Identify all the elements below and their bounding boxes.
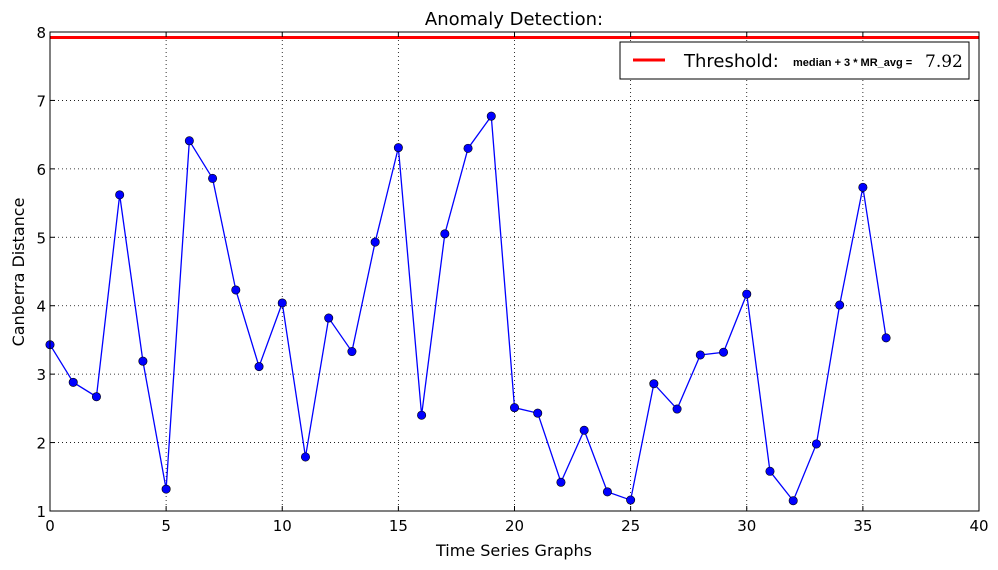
legend-threshold-formula: median + 3 * MR_avg = xyxy=(793,57,912,69)
x-tick-label: 25 xyxy=(621,517,640,535)
data-point xyxy=(556,477,566,487)
data-point xyxy=(765,466,775,476)
y-tick-label: 1 xyxy=(36,503,46,521)
data-point xyxy=(649,379,659,389)
data-point xyxy=(486,111,496,121)
y-axis: 1 2 3 4 5 6 7 8 xyxy=(36,24,979,521)
data-point xyxy=(626,495,636,505)
series-layer xyxy=(45,111,891,506)
data-point xyxy=(393,143,403,153)
data-point xyxy=(602,487,612,497)
data-point xyxy=(811,439,821,449)
data-point xyxy=(417,410,427,420)
x-tick-label: 40 xyxy=(969,517,988,535)
grid xyxy=(49,31,980,512)
legend-threshold-value: 7.92 xyxy=(925,52,963,72)
legend-threshold-label: Threshold: xyxy=(683,51,779,72)
plot-frame xyxy=(49,31,980,512)
y-tick-label: 2 xyxy=(36,435,46,453)
y-axis-title: Canberra Distance xyxy=(9,198,28,347)
x-tick-label: 15 xyxy=(389,517,408,535)
y-tick-label: 4 xyxy=(36,298,46,316)
data-point xyxy=(440,229,450,239)
y-tick-label: 6 xyxy=(36,161,46,179)
data-point xyxy=(324,313,334,323)
data-point xyxy=(509,403,519,413)
legend-box xyxy=(619,41,970,80)
data-point xyxy=(300,452,310,462)
data-point xyxy=(370,237,380,247)
data-point xyxy=(719,347,729,357)
data-point xyxy=(161,484,171,494)
data-point xyxy=(91,392,101,402)
data-point xyxy=(579,425,589,435)
y-tick-label: 8 xyxy=(36,24,46,42)
data-point xyxy=(138,356,148,366)
data-point xyxy=(463,143,473,153)
data-point xyxy=(881,333,891,343)
x-tick-label: 35 xyxy=(853,517,872,535)
data-point xyxy=(208,173,218,183)
x-tick-label: 5 xyxy=(161,517,171,535)
data-point xyxy=(858,182,868,192)
data-point xyxy=(115,190,125,200)
data-point xyxy=(347,347,357,357)
legend: Threshold: median + 3 * MR_avg = 7.92 xyxy=(619,41,970,80)
data-point xyxy=(254,362,264,372)
y-tick-label: 5 xyxy=(36,229,46,247)
data-point xyxy=(742,289,752,299)
chart-title: Anomaly Detection: xyxy=(425,9,603,30)
data-point xyxy=(835,300,845,310)
x-tick-label: 30 xyxy=(737,517,756,535)
data-point xyxy=(533,408,543,418)
data-point xyxy=(184,136,194,146)
data-point xyxy=(672,404,682,414)
x-tick-label: 10 xyxy=(273,517,292,535)
y-tick-label: 7 xyxy=(36,92,46,110)
series-line xyxy=(49,114,887,503)
data-point xyxy=(788,496,798,506)
data-point xyxy=(68,377,78,387)
x-tick-label: 20 xyxy=(505,517,524,535)
x-axis-title: Time Series Graphs xyxy=(435,541,592,560)
data-point xyxy=(277,298,287,308)
data-point xyxy=(695,350,705,360)
data-point xyxy=(231,285,241,295)
y-tick-label: 3 xyxy=(36,366,46,384)
x-tick-label: 0 xyxy=(45,517,55,535)
x-axis: 0 5 10 15 20 25 30 35 40 xyxy=(45,32,989,535)
